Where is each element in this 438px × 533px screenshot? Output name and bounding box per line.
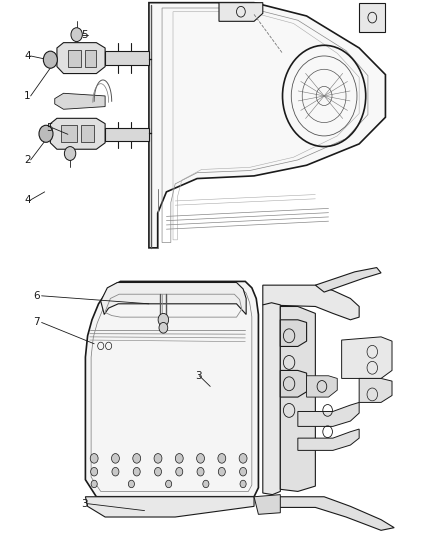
Circle shape (91, 480, 97, 488)
Circle shape (218, 454, 226, 463)
Text: 1: 1 (24, 91, 31, 101)
Polygon shape (68, 50, 81, 67)
Polygon shape (219, 3, 263, 21)
Circle shape (64, 147, 76, 160)
Text: 2: 2 (24, 155, 31, 165)
Circle shape (159, 322, 168, 333)
Polygon shape (105, 128, 149, 141)
Polygon shape (254, 495, 280, 514)
Polygon shape (359, 378, 392, 402)
Polygon shape (85, 50, 96, 67)
Circle shape (112, 454, 120, 463)
Polygon shape (280, 306, 315, 491)
Circle shape (203, 480, 209, 488)
Polygon shape (81, 125, 94, 142)
Polygon shape (105, 51, 149, 65)
Circle shape (90, 454, 98, 463)
Text: 5: 5 (81, 30, 88, 39)
Polygon shape (280, 370, 307, 397)
Polygon shape (298, 402, 359, 426)
Polygon shape (315, 268, 381, 292)
Polygon shape (307, 376, 337, 397)
Circle shape (155, 467, 162, 476)
Circle shape (175, 454, 183, 463)
Text: 6: 6 (33, 291, 39, 301)
Circle shape (71, 28, 82, 42)
Text: 7: 7 (33, 318, 39, 327)
Circle shape (154, 454, 162, 463)
Polygon shape (85, 497, 254, 517)
Text: 3: 3 (195, 371, 201, 381)
Polygon shape (280, 320, 307, 346)
Circle shape (218, 467, 225, 476)
Polygon shape (50, 118, 105, 149)
Circle shape (240, 480, 246, 488)
FancyBboxPatch shape (92, 338, 138, 354)
Polygon shape (359, 3, 385, 32)
Circle shape (197, 454, 205, 463)
Polygon shape (61, 125, 77, 142)
Polygon shape (101, 282, 246, 314)
Circle shape (112, 467, 119, 476)
Circle shape (91, 467, 98, 476)
Circle shape (197, 467, 204, 476)
Text: 4: 4 (24, 51, 31, 61)
Polygon shape (263, 303, 280, 495)
Text: 3: 3 (81, 499, 88, 508)
Circle shape (239, 454, 247, 463)
Polygon shape (85, 281, 258, 497)
Polygon shape (263, 285, 359, 320)
Circle shape (39, 125, 53, 142)
Text: 5: 5 (46, 123, 53, 133)
Circle shape (133, 454, 141, 463)
Polygon shape (258, 497, 394, 530)
Circle shape (176, 467, 183, 476)
Circle shape (133, 467, 140, 476)
Circle shape (43, 51, 57, 68)
Polygon shape (298, 429, 359, 450)
Text: 4: 4 (24, 195, 31, 205)
Polygon shape (149, 3, 385, 248)
Polygon shape (342, 337, 392, 378)
Polygon shape (57, 43, 105, 74)
Circle shape (166, 480, 172, 488)
Polygon shape (55, 93, 105, 109)
Circle shape (158, 313, 169, 326)
Circle shape (240, 467, 247, 476)
Circle shape (128, 480, 134, 488)
